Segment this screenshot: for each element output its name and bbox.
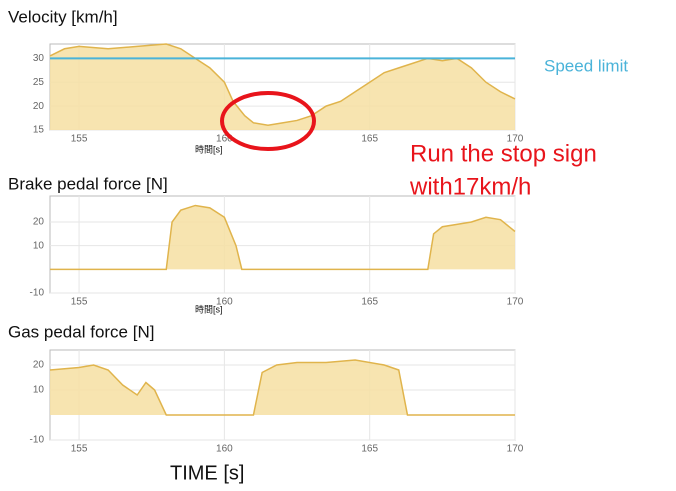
x-axis-label: 時間[s] bbox=[195, 144, 223, 154]
y-tick-label: 20 bbox=[33, 217, 45, 228]
y-tick-label: -10 bbox=[30, 288, 45, 299]
x-tick-label: 160 bbox=[216, 297, 233, 308]
x-tick-label: 155 bbox=[71, 297, 88, 308]
highlight-circle bbox=[220, 91, 316, 151]
x-tick-label: 155 bbox=[71, 134, 88, 145]
chart-title: Gas pedal force [N] bbox=[8, 322, 154, 341]
x-tick-label: 160 bbox=[216, 444, 233, 455]
x-axis-label: TIME [s] bbox=[170, 462, 244, 484]
y-tick-label: 20 bbox=[33, 101, 45, 112]
x-tick-label: 155 bbox=[71, 444, 88, 455]
y-tick-label: 20 bbox=[33, 360, 45, 371]
line bbox=[49, 359, 515, 416]
area-fill bbox=[50, 205, 515, 270]
speed-limit-label: Speed limit bbox=[544, 56, 628, 75]
x-tick-label: 170 bbox=[507, 134, 524, 145]
x-axis-label: 時間[s] bbox=[195, 304, 223, 314]
x-tick-label: 160 bbox=[216, 134, 233, 145]
y-tick-label: 30 bbox=[33, 53, 45, 64]
x-tick-label: 165 bbox=[361, 297, 378, 308]
line bbox=[49, 43, 516, 126]
x-tick-label: 165 bbox=[361, 134, 378, 145]
area-fill bbox=[50, 44, 515, 130]
chart-title: Velocity [km/h] bbox=[8, 7, 118, 26]
y-tick-label: 15 bbox=[33, 125, 45, 136]
x-tick-label: 170 bbox=[507, 444, 524, 455]
x-tick-label: 165 bbox=[361, 444, 378, 455]
line bbox=[50, 204, 516, 271]
y-tick-label: 25 bbox=[33, 77, 45, 88]
y-tick-label: -10 bbox=[30, 435, 45, 446]
x-tick-label: 170 bbox=[507, 297, 524, 308]
y-tick-label: 10 bbox=[33, 385, 45, 396]
annotation: Run the stop sign bbox=[410, 140, 597, 167]
chart-title: Brake pedal force [N] bbox=[8, 174, 168, 193]
y-tick-label: 10 bbox=[33, 240, 45, 251]
